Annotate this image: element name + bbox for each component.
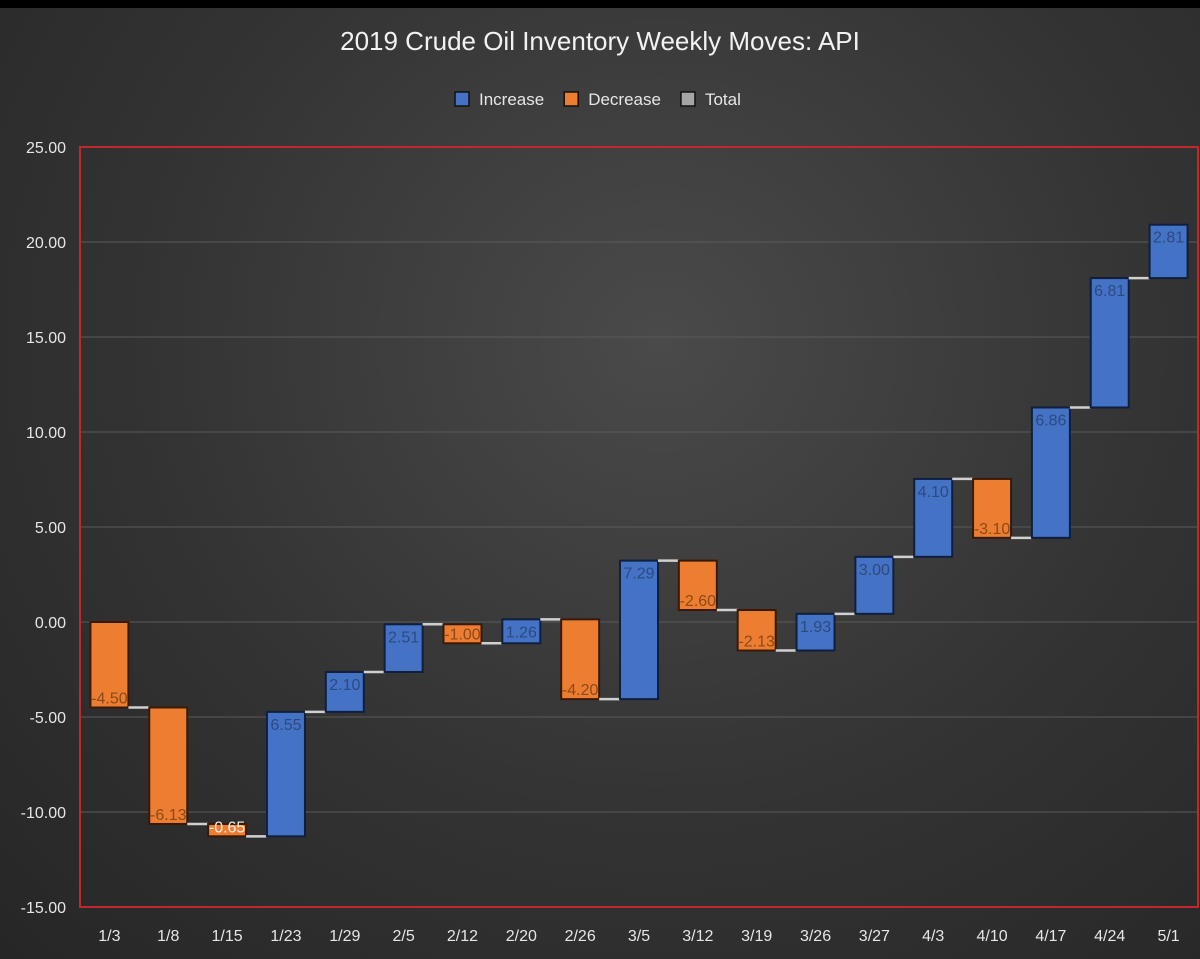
x-tick-label: 4/3 [922,928,944,945]
y-tick-label: -10.00 [21,805,66,822]
legend-swatch-total [680,91,696,107]
x-tick-label: 5/1 [1157,928,1179,945]
increase-bar [265,710,306,838]
data-label: 6.81 [1094,283,1125,300]
y-tick-label: 10.00 [26,425,66,442]
y-tick-label: -5.00 [30,710,67,727]
x-tick-label: 4/10 [976,928,1007,945]
decrease-bar [736,609,777,652]
data-label: -2.60 [680,593,717,610]
increase-bar [1148,223,1189,280]
legend-swatch-decrease [563,91,579,107]
y-tick-label: 20.00 [26,235,66,252]
increase-bar [913,477,954,558]
data-label: 6.55 [270,717,301,734]
data-label: -3.10 [974,521,1011,538]
data-label: 6.86 [1035,412,1066,429]
data-label: -6.13 [150,807,187,824]
data-label: 7.29 [623,566,654,583]
x-tick-label: 2/5 [393,928,415,945]
decrease-bar [972,477,1013,539]
y-tick-label: 15.00 [26,330,66,347]
x-tick-label: 1/23 [270,928,301,945]
data-label: 4.10 [918,484,949,501]
waterfall-chart: 2019 Crude Oil Inventory Weekly Moves: A… [21,26,1199,945]
decrease-bar [89,621,130,709]
chart-title: 2019 Crude Oil Inventory Weekly Moves: A… [340,26,860,56]
data-label: -0.65 [209,819,246,836]
x-tick-label: 3/27 [859,928,890,945]
decrease-bar [148,706,189,825]
decrease-bar [560,618,601,701]
data-label: 1.26 [506,624,537,641]
x-tick-label: 1/3 [98,928,120,945]
x-tick-label: 4/24 [1094,928,1125,945]
legend-label: Total [705,90,741,109]
x-tick-label: 4/17 [1035,928,1066,945]
increase-bar [324,670,365,713]
x-tick-label: 1/8 [157,928,179,945]
data-label: -1.00 [444,626,481,643]
chart-area: 2019 Crude Oil Inventory Weekly Moves: A… [0,8,1200,959]
y-tick-label: 0.00 [35,615,66,632]
x-tick-label: 3/12 [682,928,713,945]
increase-bar [1089,277,1130,409]
y-tick-label: 5.00 [35,520,66,537]
legend-label: Increase [479,90,544,109]
legend-label: Decrease [588,90,661,109]
increase-bar [501,618,542,645]
plot-area-border [79,146,1199,908]
data-label: 3.00 [859,562,890,579]
x-tick-label: 2/26 [565,928,596,945]
decrease-bar [207,822,248,838]
increase-bar [619,559,659,701]
x-tick-label: 3/19 [741,928,772,945]
x-tick-label: 3/26 [800,928,831,945]
legend: Increase Decrease Total [454,90,741,109]
legend-swatch-increase [454,91,470,107]
x-tick-label: 1/15 [212,928,243,945]
x-tick-label: 2/12 [447,928,478,945]
increase-bar [383,623,424,673]
data-label: -4.50 [91,691,128,708]
x-tick-label: 2/20 [506,928,537,945]
data-label: -4.20 [562,682,599,699]
decrease-bar [677,559,718,612]
increase-bar [795,612,836,652]
data-label: -2.13 [738,634,775,651]
x-tick-label: 1/29 [329,928,360,945]
data-label: 2.81 [1153,230,1184,247]
y-tick-label: 25.00 [26,140,66,157]
data-label: 2.51 [388,629,419,646]
decrease-bar [442,623,483,645]
increase-bar [1030,406,1071,539]
data-label: 2.10 [329,677,360,694]
y-tick-label: -15.00 [21,900,66,917]
data-label: 1.93 [800,619,831,636]
increase-bar [854,555,895,615]
x-tick-label: 3/5 [628,928,650,945]
